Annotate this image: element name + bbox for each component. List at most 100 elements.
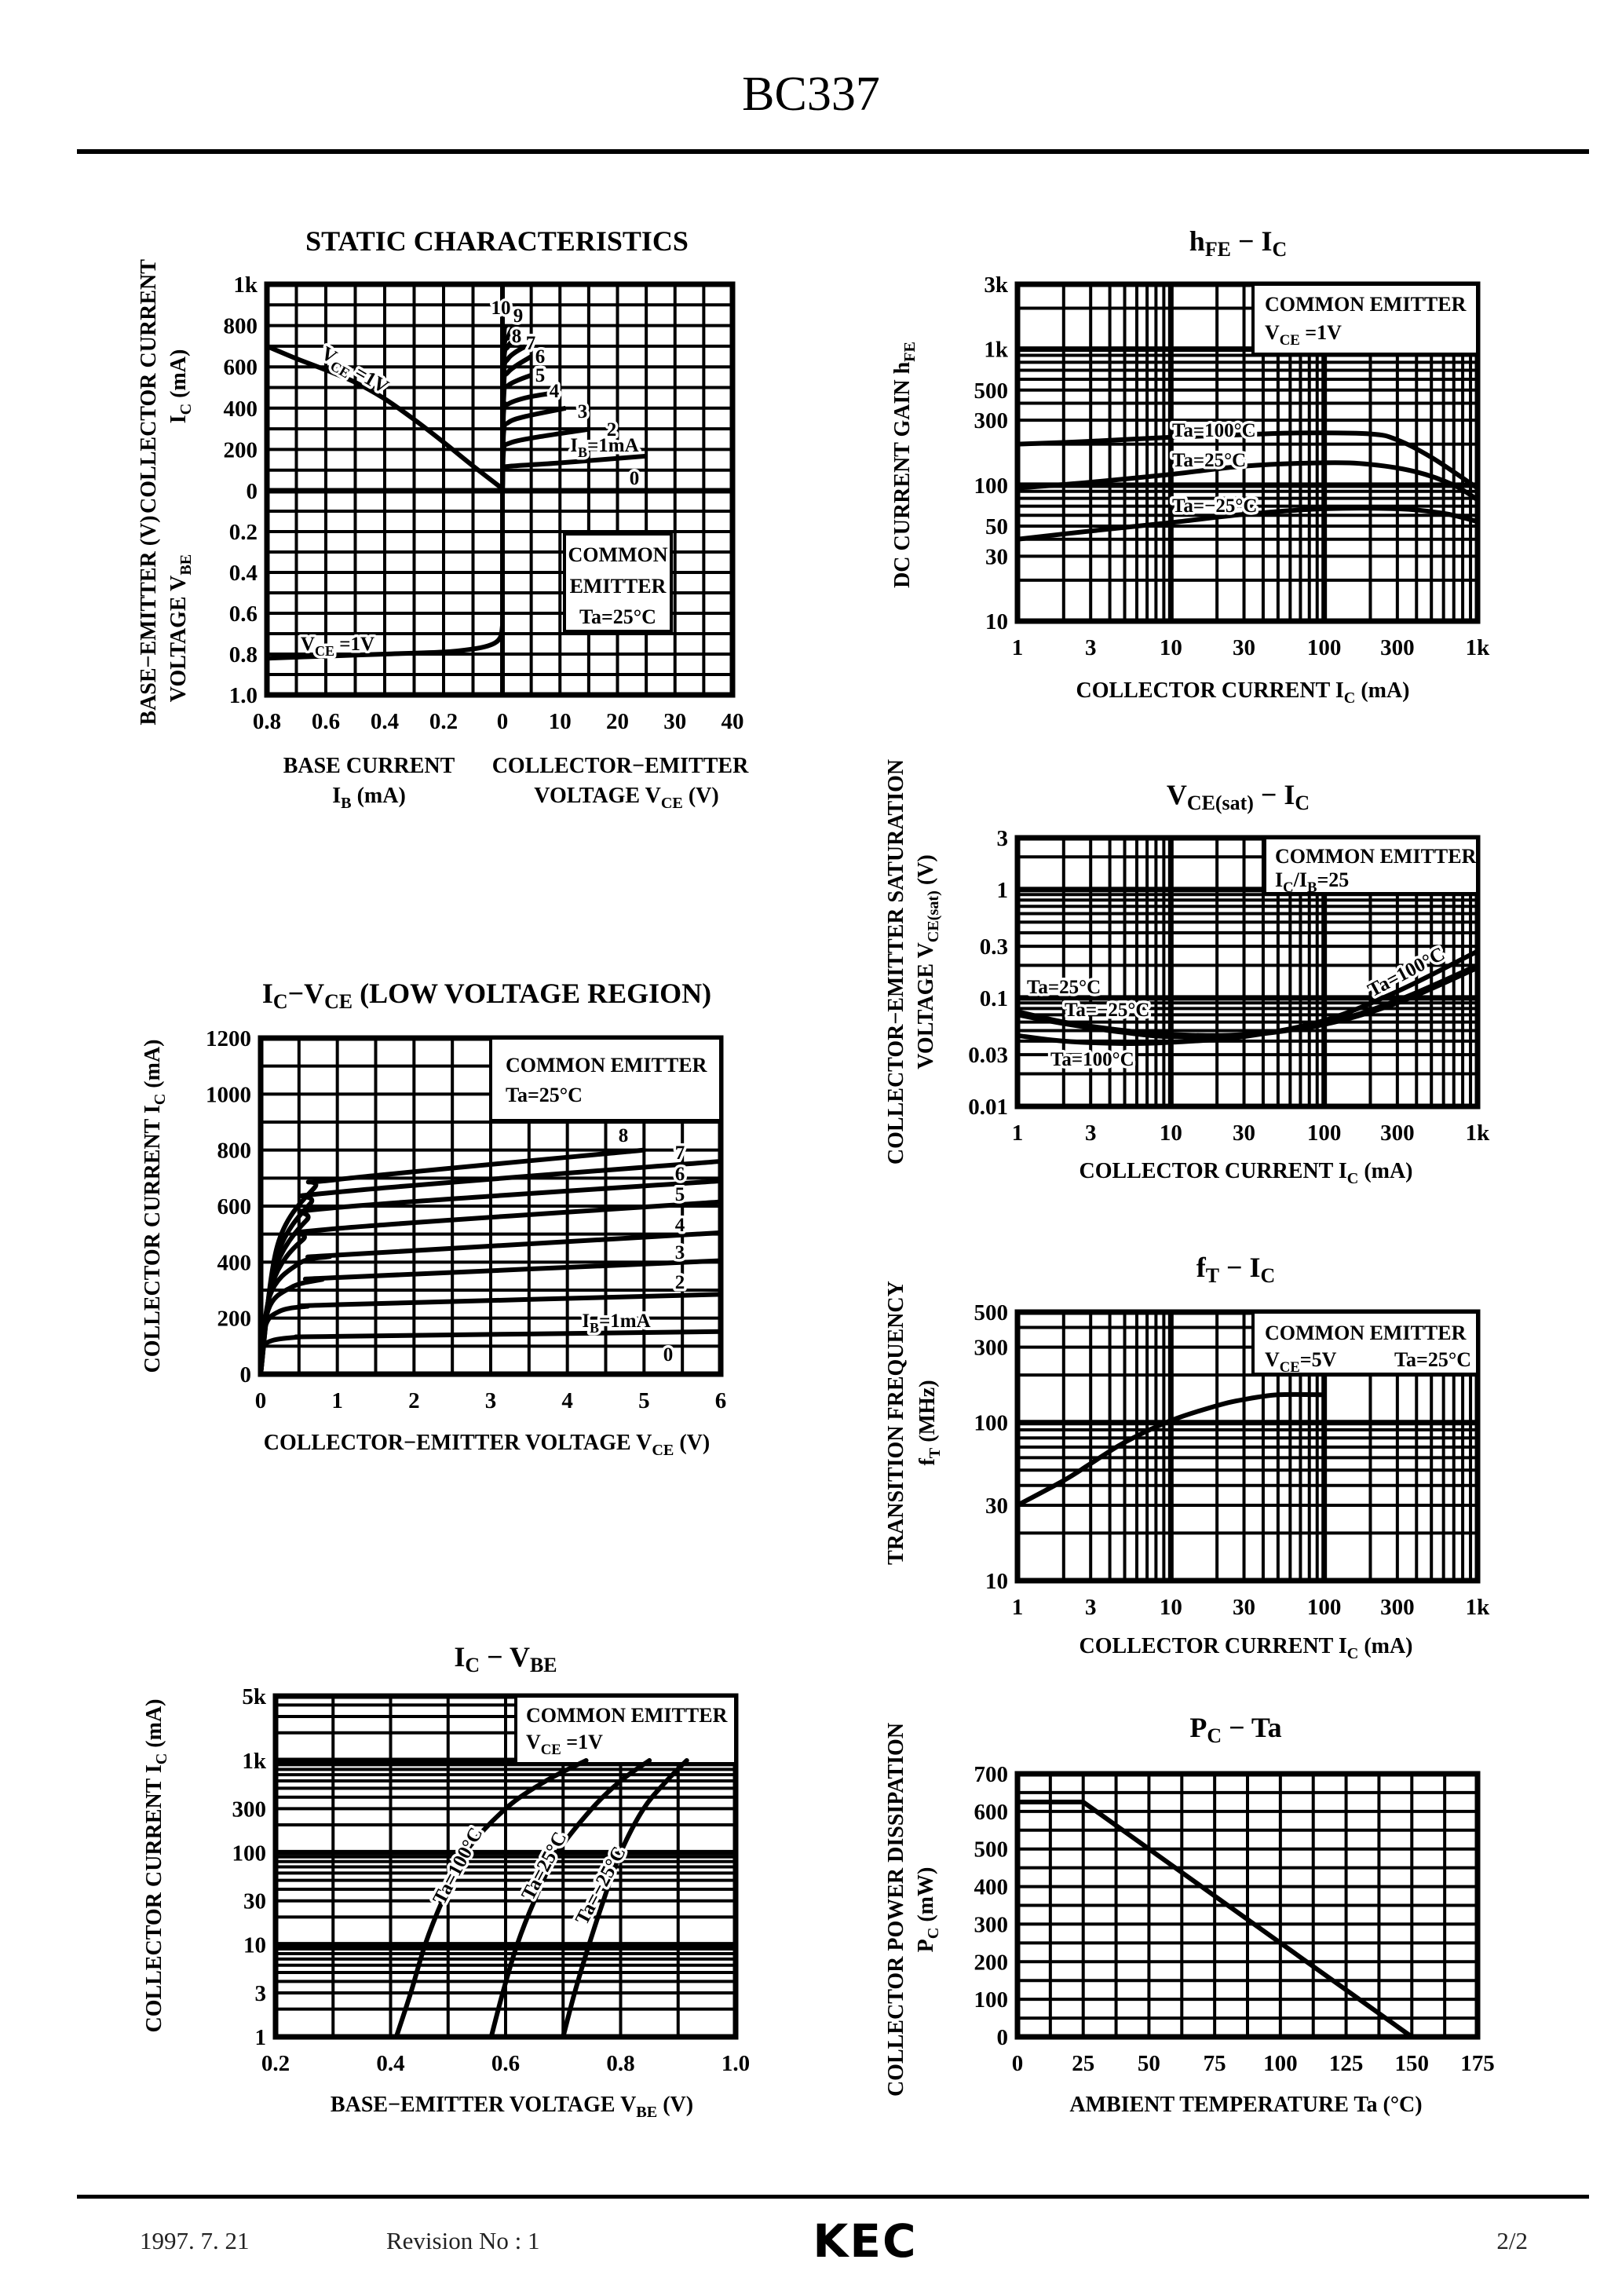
- y-tick-label: 0.8: [229, 642, 258, 667]
- y-axis-label: COLLECTOR CURRENT IC (mA): [141, 1039, 169, 1373]
- x-tick-label: 1.0: [721, 2051, 750, 2076]
- legend-text: COMMON EMITTER: [506, 1054, 707, 1077]
- footer-page-number: 2/2: [1496, 2227, 1528, 2254]
- x-tick-label: 3: [1085, 1595, 1097, 1620]
- x-tick-label: 1: [1012, 1121, 1024, 1146]
- x-tick-label: 10: [1160, 1121, 1182, 1146]
- chart-title: STATIC CHARACTERISTICS: [305, 225, 689, 257]
- legend-text: VCE =1V: [1265, 321, 1342, 349]
- x-tick-label: 30: [663, 709, 686, 734]
- x-tick-label: 100: [1307, 635, 1342, 660]
- chart-hfe-ic: 1 3 10 30 100 300 1k 10 30 50 100 300 500 1k 3k hFE − …: [890, 225, 1490, 707]
- y-tick-label: 10: [985, 609, 1008, 634]
- curve-label: IB=1mA: [570, 435, 638, 460]
- y-tick-label: 3: [997, 826, 1009, 851]
- curve-label: 4: [675, 1215, 685, 1236]
- x-axis-label-left: BASE CURRENT: [283, 754, 455, 778]
- x-axis-label: COLLECTOR CURRENT IC (mA): [1076, 678, 1409, 707]
- legend-box: [1251, 1311, 1479, 1376]
- curve-label: Ta=−25°C: [1172, 495, 1257, 517]
- chart-title: IC−VCE (LOW VOLTAGE REGION): [262, 978, 711, 1013]
- x-tick-label: 125: [1329, 2051, 1364, 2076]
- y-tick-label: 0.4: [229, 561, 258, 586]
- x-tick-label: 3: [1085, 1121, 1097, 1146]
- y-axis-label-unit: fT (MHz): [915, 1380, 944, 1465]
- y-axis-label-top-unit: IC (mA): [166, 349, 195, 424]
- chart-title: VCE(sat) − IC: [1167, 779, 1310, 814]
- plot-frame: [1014, 281, 1481, 624]
- y-tick-label: 1.0: [229, 683, 258, 708]
- x-tick-label: 30: [1233, 1595, 1255, 1620]
- legend-box: [489, 1036, 722, 1122]
- chart-title: fT − IC: [1196, 1252, 1276, 1287]
- y-tick-label: 300: [232, 1797, 267, 1822]
- x-tick-label: 25: [1072, 2051, 1094, 2076]
- plot-frame: [272, 1693, 739, 2040]
- y-tick-label: 1k: [242, 1749, 267, 1774]
- series-output-curve-5: [500, 372, 532, 492]
- legend-box: [563, 532, 673, 633]
- x-tick-label: 150: [1395, 2051, 1430, 2076]
- y-tick-label: 0: [247, 479, 258, 504]
- x-tick-label: 1k: [1466, 635, 1491, 660]
- y-tick-label: 1: [255, 2025, 267, 2050]
- legend-text: COMMON EMITTER: [1265, 293, 1467, 316]
- curve-label: 2: [607, 419, 617, 441]
- chart-title: IC − VBE: [454, 1641, 557, 1676]
- curve-label: 5: [535, 365, 546, 386]
- x-tick-label: 0.4: [376, 2051, 404, 2076]
- y-tick-label: 100: [232, 1841, 267, 1866]
- y-tick-label: 800: [217, 1139, 252, 1164]
- y-tick-label: 600: [217, 1194, 252, 1219]
- legend-box: [1263, 836, 1479, 895]
- x-tick-label: 1: [1012, 635, 1024, 660]
- part-number-title: BC337: [742, 68, 880, 121]
- x-tick-label: 50: [1138, 2051, 1160, 2076]
- x-tick-label: 1k: [1466, 1595, 1491, 1620]
- footer-revision: Revision No : 1: [386, 2227, 539, 2254]
- kec-logo: KEC: [813, 2214, 917, 2268]
- x-tick-label: 100: [1263, 2051, 1298, 2076]
- legend-text: COMMON EMITTER: [1265, 1322, 1467, 1344]
- x-tick-label: 300: [1380, 1595, 1415, 1620]
- y-tick-label: 0.1: [980, 986, 1008, 1011]
- series-line-0: [393, 1758, 589, 2039]
- header-divider: [77, 149, 1589, 154]
- legend-box: [514, 1695, 737, 1765]
- y-tick-label: 800: [224, 314, 258, 339]
- y-tick-label: 200: [217, 1307, 252, 1332]
- y-tick-label: 400: [224, 397, 258, 422]
- series-line-0: [1015, 430, 1480, 491]
- curve-label: Ta=100°C: [1050, 1049, 1134, 1070]
- y-axis-label: COLLECTOR CURRENT IC (mA): [142, 1698, 170, 2032]
- legend-text: Ta=25°C: [579, 605, 656, 628]
- x-tick-label: 40: [721, 709, 744, 734]
- curve-label: 8: [619, 1125, 629, 1146]
- series-vbe-vs-ib: [266, 625, 505, 661]
- curve-label: 3: [578, 401, 588, 422]
- curve-label: 8: [512, 326, 522, 347]
- x-tick-label: 75: [1204, 2051, 1226, 2076]
- y-tick-label: 1: [997, 878, 1009, 903]
- legend-text: EMITTER: [570, 575, 667, 598]
- curve-label: Ta=100°C: [1172, 420, 1256, 441]
- y-tick-label: 500: [974, 1300, 1009, 1325]
- y-tick-label: 1200: [206, 1026, 251, 1051]
- x-tick-label: 5: [638, 1388, 650, 1413]
- series-line-1: [1015, 460, 1480, 503]
- x-tick-label: 4: [561, 1388, 573, 1413]
- y-tick-label: 30: [985, 544, 1008, 569]
- series-line-2: [561, 1758, 689, 2039]
- y-tick-label: 500: [974, 1837, 1009, 1863]
- y-tick-label: 0.6: [229, 601, 258, 627]
- chart-pc-ta: 0 25 50 75 100 125 150 175 0 100 200 300 400 500 600 70…: [884, 1712, 1495, 2117]
- x-tick-label: 300: [1380, 635, 1415, 660]
- curve-label: 7: [675, 1143, 685, 1164]
- x-tick-label: 3: [485, 1388, 497, 1413]
- x-tick-label: 30: [1233, 1121, 1255, 1146]
- x-tick-label: 0: [1012, 2051, 1024, 2076]
- y-tick-label: 3: [255, 1981, 267, 2006]
- legend-text: COMMON: [568, 543, 667, 566]
- y-axis-label: DC CURRENT GAIN hFE: [890, 342, 919, 588]
